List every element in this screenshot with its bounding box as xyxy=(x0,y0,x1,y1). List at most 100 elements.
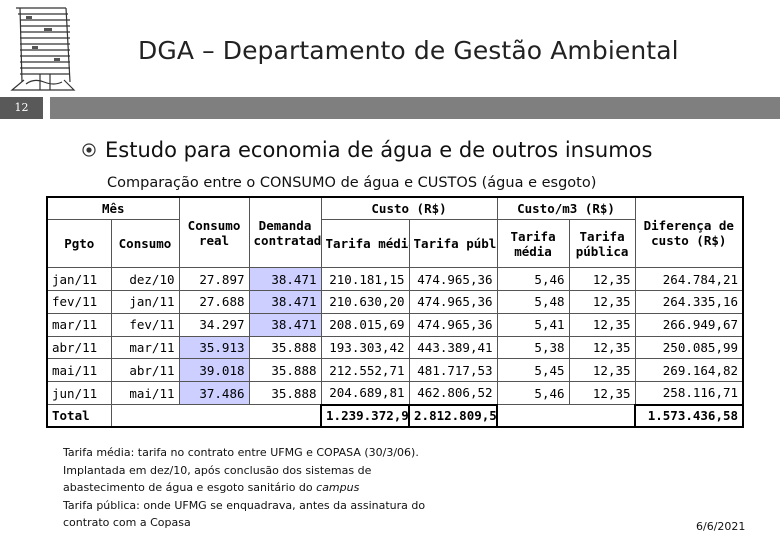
cell-real: 37.486 xyxy=(178,381,250,406)
footnote-line: abastecimento de água e esgoto sanitário… xyxy=(63,479,425,497)
footnote-line: contrato com a Copasa xyxy=(63,516,191,529)
cell-tarifa-publica: 474.965,36 xyxy=(408,290,498,314)
header-m3-media: Tarifa média xyxy=(496,219,570,269)
cell-m3-publica: 12,35 xyxy=(568,335,636,360)
ufmg-building-logo xyxy=(10,7,76,91)
cell-tarifa-publica: 474.965,36 xyxy=(408,312,498,337)
cell-total-tarifa-publica: 2.812.809,56 xyxy=(408,403,499,429)
header-row-2: Pgto Consumo Tarifa média Tarifa pública… xyxy=(46,219,743,269)
page-title: DGA – Departamento de Gestão Ambiental xyxy=(138,36,679,65)
table-row: mar/11 fev/11 34.297 38.471 208.015,69 4… xyxy=(46,312,744,337)
table-row: jun/11 mai/11 37.486 35.888 204.689,81 4… xyxy=(46,381,744,406)
header-m3-publica-line1: Tarifa xyxy=(579,228,625,244)
cell-demanda: 35.888 xyxy=(248,358,322,383)
cell-tarifa-publica: 474.965,36 xyxy=(408,267,498,292)
cell-m3-publica: 12,35 xyxy=(568,267,636,292)
cell-m3-media: 5,45 xyxy=(496,358,570,383)
cell-tarifa-publica: 481.717,53 xyxy=(408,358,498,383)
total-row: Total 1.239.372,98 2.812.809,56 1.573.43… xyxy=(46,403,745,429)
cell-pgto: mai/11 xyxy=(46,358,112,383)
cell-real: 35.913 xyxy=(178,335,250,360)
header-diferenca: Diferença de custo (R$) xyxy=(634,196,744,269)
header-row-1: Mês Consumo real Demanda contratada Cust… xyxy=(46,196,744,269)
cell-consumo: mai/11 xyxy=(110,381,180,406)
cell-pgto: abr/11 xyxy=(46,335,112,360)
cell-diferenca: 264.335,16 xyxy=(634,290,744,314)
cell-consumo: dez/10 xyxy=(110,267,180,292)
header-pgto: Pgto xyxy=(46,219,112,269)
cell-m3-publica: 12,35 xyxy=(568,290,636,314)
header-tarifa-publica: Tarifa pública xyxy=(408,219,498,269)
cell-total-blank-2 xyxy=(497,404,636,428)
header-demanda-line2: contratada xyxy=(253,232,322,248)
cell-tarifa-media: 193.303,42 xyxy=(320,335,410,360)
header-consumo-real-line2: real xyxy=(198,232,230,248)
cell-pgto: mar/11 xyxy=(46,312,112,337)
header-custo: Custo (R$) xyxy=(320,196,498,221)
footnote-line: Implantada em dez/10, após conclusão dos… xyxy=(63,463,372,477)
footer-date: 6/6/2021 xyxy=(696,520,746,533)
cell-real: 27.688 xyxy=(178,290,250,314)
cell-total-label: Total xyxy=(46,404,112,428)
slide-number-bar: 12 xyxy=(0,97,43,119)
footnote-line: Tarifa média: tarifa no contrato entre U… xyxy=(63,446,419,459)
cell-m3-media: 5,46 xyxy=(496,267,570,292)
cell-consumo: fev/11 xyxy=(110,312,180,337)
header-consumo: Consumo xyxy=(110,219,180,269)
cell-pgto: jan/11 xyxy=(46,267,112,292)
cell-tarifa-media: 210.630,20 xyxy=(320,290,410,314)
footnote-text: abastecimento de água e esgoto sanitário… xyxy=(63,481,317,494)
circled-bullet-icon xyxy=(82,143,96,157)
header-m3-media-line2: média xyxy=(514,243,552,259)
header-diferenca-line2: custo (R$) xyxy=(651,232,727,248)
cell-diferenca: 269.164,82 xyxy=(634,358,744,383)
header-m3-publica-line2: pública xyxy=(575,243,629,259)
cell-demanda: 35.888 xyxy=(248,335,322,360)
bullet-item: Estudo para economia de água e de outros… xyxy=(82,138,652,162)
header-custo-m3: Custo/m3 (R$) xyxy=(496,196,636,221)
cell-pgto: fev/11 xyxy=(46,290,112,314)
cell-diferenca: 258.116,71 xyxy=(634,381,744,406)
header-m3-media-line1: Tarifa xyxy=(510,228,556,244)
cell-m3-media: 5,38 xyxy=(496,335,570,360)
cell-tarifa-publica: 462.806,52 xyxy=(408,381,498,406)
table-row: fev/11 jan/11 27.688 38.471 210.630,20 4… xyxy=(46,290,744,314)
header-mes: Mês xyxy=(46,196,180,221)
header-consumo-real: Consumo real xyxy=(178,196,250,269)
cell-total-tarifa-media: 1.239.372,98 xyxy=(320,403,411,429)
cell-consumo: jan/11 xyxy=(110,290,180,314)
cell-demanda: 38.471 xyxy=(248,312,322,337)
header-diferenca-line1: Diferença de xyxy=(643,217,734,233)
cell-consumo: abr/11 xyxy=(110,358,180,383)
cell-real: 27.897 xyxy=(178,267,250,292)
cell-total-diferenca: 1.573.436,58 xyxy=(634,403,745,429)
cell-demanda: 35.888 xyxy=(248,381,322,406)
cost-comparison-table: Mês Consumo real Demanda contratada Cust… xyxy=(46,196,745,429)
cell-m3-media: 5,48 xyxy=(496,290,570,314)
cell-diferenca: 250.085,99 xyxy=(634,335,744,360)
footnotes: Tarifa média: tarifa no contrato entre U… xyxy=(63,444,425,532)
cell-real: 39.018 xyxy=(178,358,250,383)
cell-diferenca: 266.949,67 xyxy=(634,312,744,337)
header-m3-publica: Tarifa pública xyxy=(568,219,636,269)
bullet-text: Estudo para economia de água e de outros… xyxy=(105,138,653,162)
footnote-line: Tarifa pública: onde UFMG se enquadrava,… xyxy=(63,498,426,512)
cell-pgto: jun/11 xyxy=(46,381,112,406)
slide-number: 12 xyxy=(14,101,29,114)
cell-tarifa-media: 212.552,71 xyxy=(320,358,410,383)
cell-tarifa-media: 208.015,69 xyxy=(320,312,410,337)
cell-total-blank xyxy=(111,404,322,428)
cell-demanda: 38.471 xyxy=(248,290,322,314)
cell-m3-publica: 12,35 xyxy=(568,312,636,337)
table-subtitle: Comparação entre o CONSUMO de água e CUS… xyxy=(107,175,597,191)
header-consumo-real-line1: Consumo xyxy=(187,217,241,233)
header-demanda-line1: Demanda xyxy=(258,217,312,233)
cell-m3-media: 5,41 xyxy=(496,312,570,337)
cell-tarifa-media: 210.181,15 xyxy=(320,267,410,292)
cell-m3-media: 5,46 xyxy=(496,381,570,406)
cell-real: 34.297 xyxy=(178,312,250,337)
cell-demanda: 38.471 xyxy=(248,267,322,292)
header-tarifa-media: Tarifa média xyxy=(320,219,410,269)
cell-tarifa-media: 204.689,81 xyxy=(320,381,410,406)
table-row: abr/11 mar/11 35.913 35.888 193.303,42 4… xyxy=(46,335,744,360)
